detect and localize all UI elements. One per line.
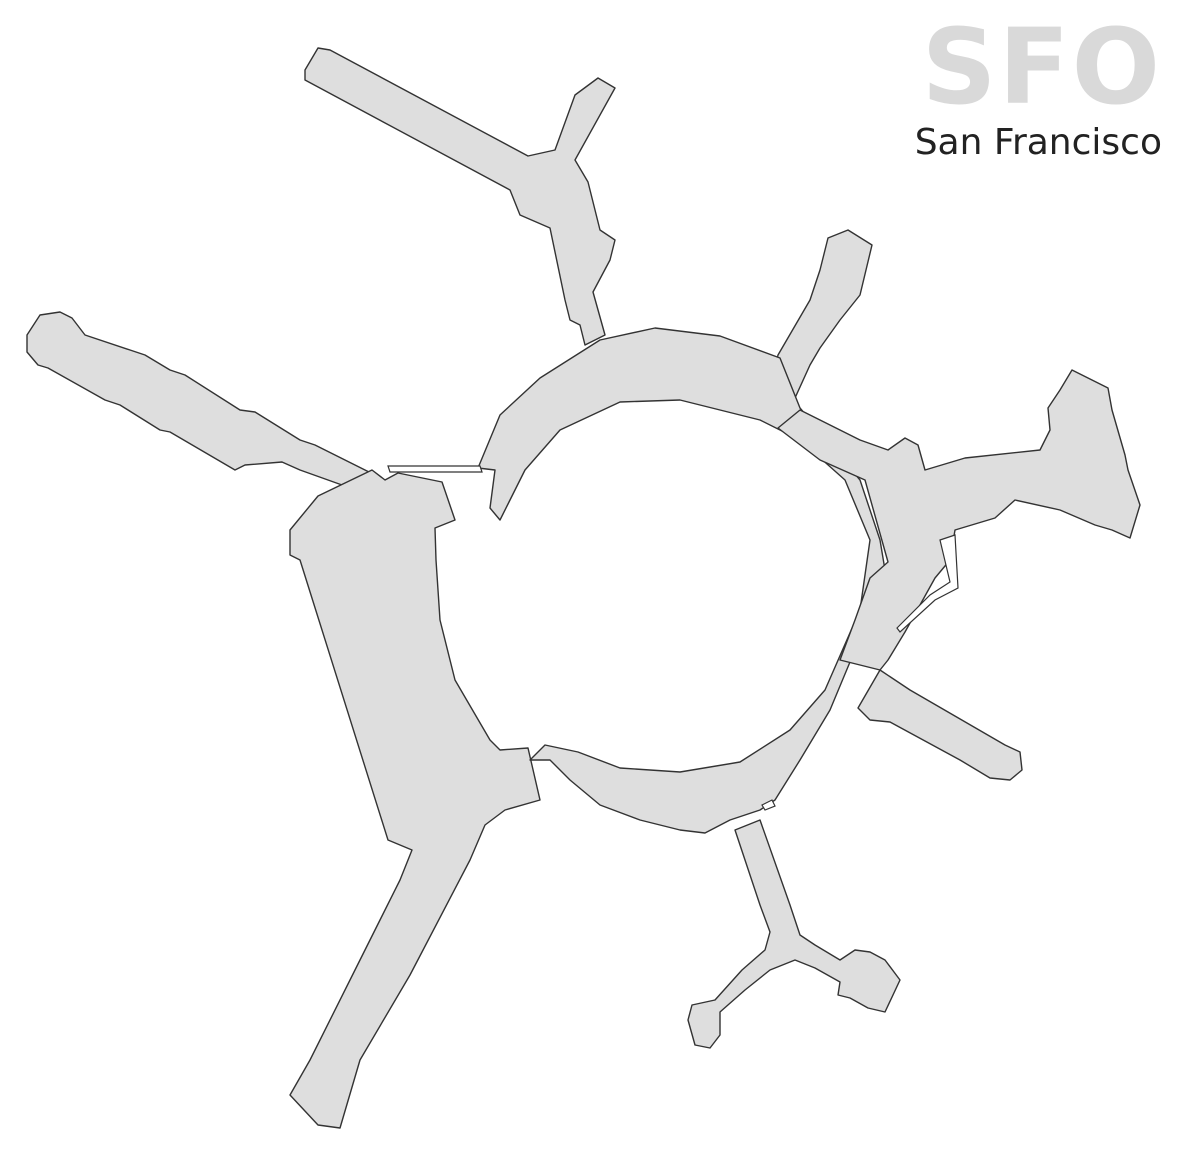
- title-block: SFO San Francisco: [915, 14, 1162, 164]
- concourse-bottom: [687, 819, 901, 1049]
- concourse-right-lower: [857, 669, 1023, 781]
- walkway-right: [896, 534, 959, 633]
- terminal-left-main: [289, 469, 541, 1129]
- concourse-far-left: [26, 311, 386, 496]
- airport-code-title: SFO: [921, 6, 1162, 128]
- concourse-top-left: [304, 47, 616, 346]
- terminal-ring: [477, 327, 886, 834]
- terminal-right-upper: [777, 369, 1141, 671]
- walkway-bottom: [761, 799, 776, 811]
- walkway-left: [387, 465, 483, 473]
- city-name-subtitle: San Francisco: [914, 122, 1162, 163]
